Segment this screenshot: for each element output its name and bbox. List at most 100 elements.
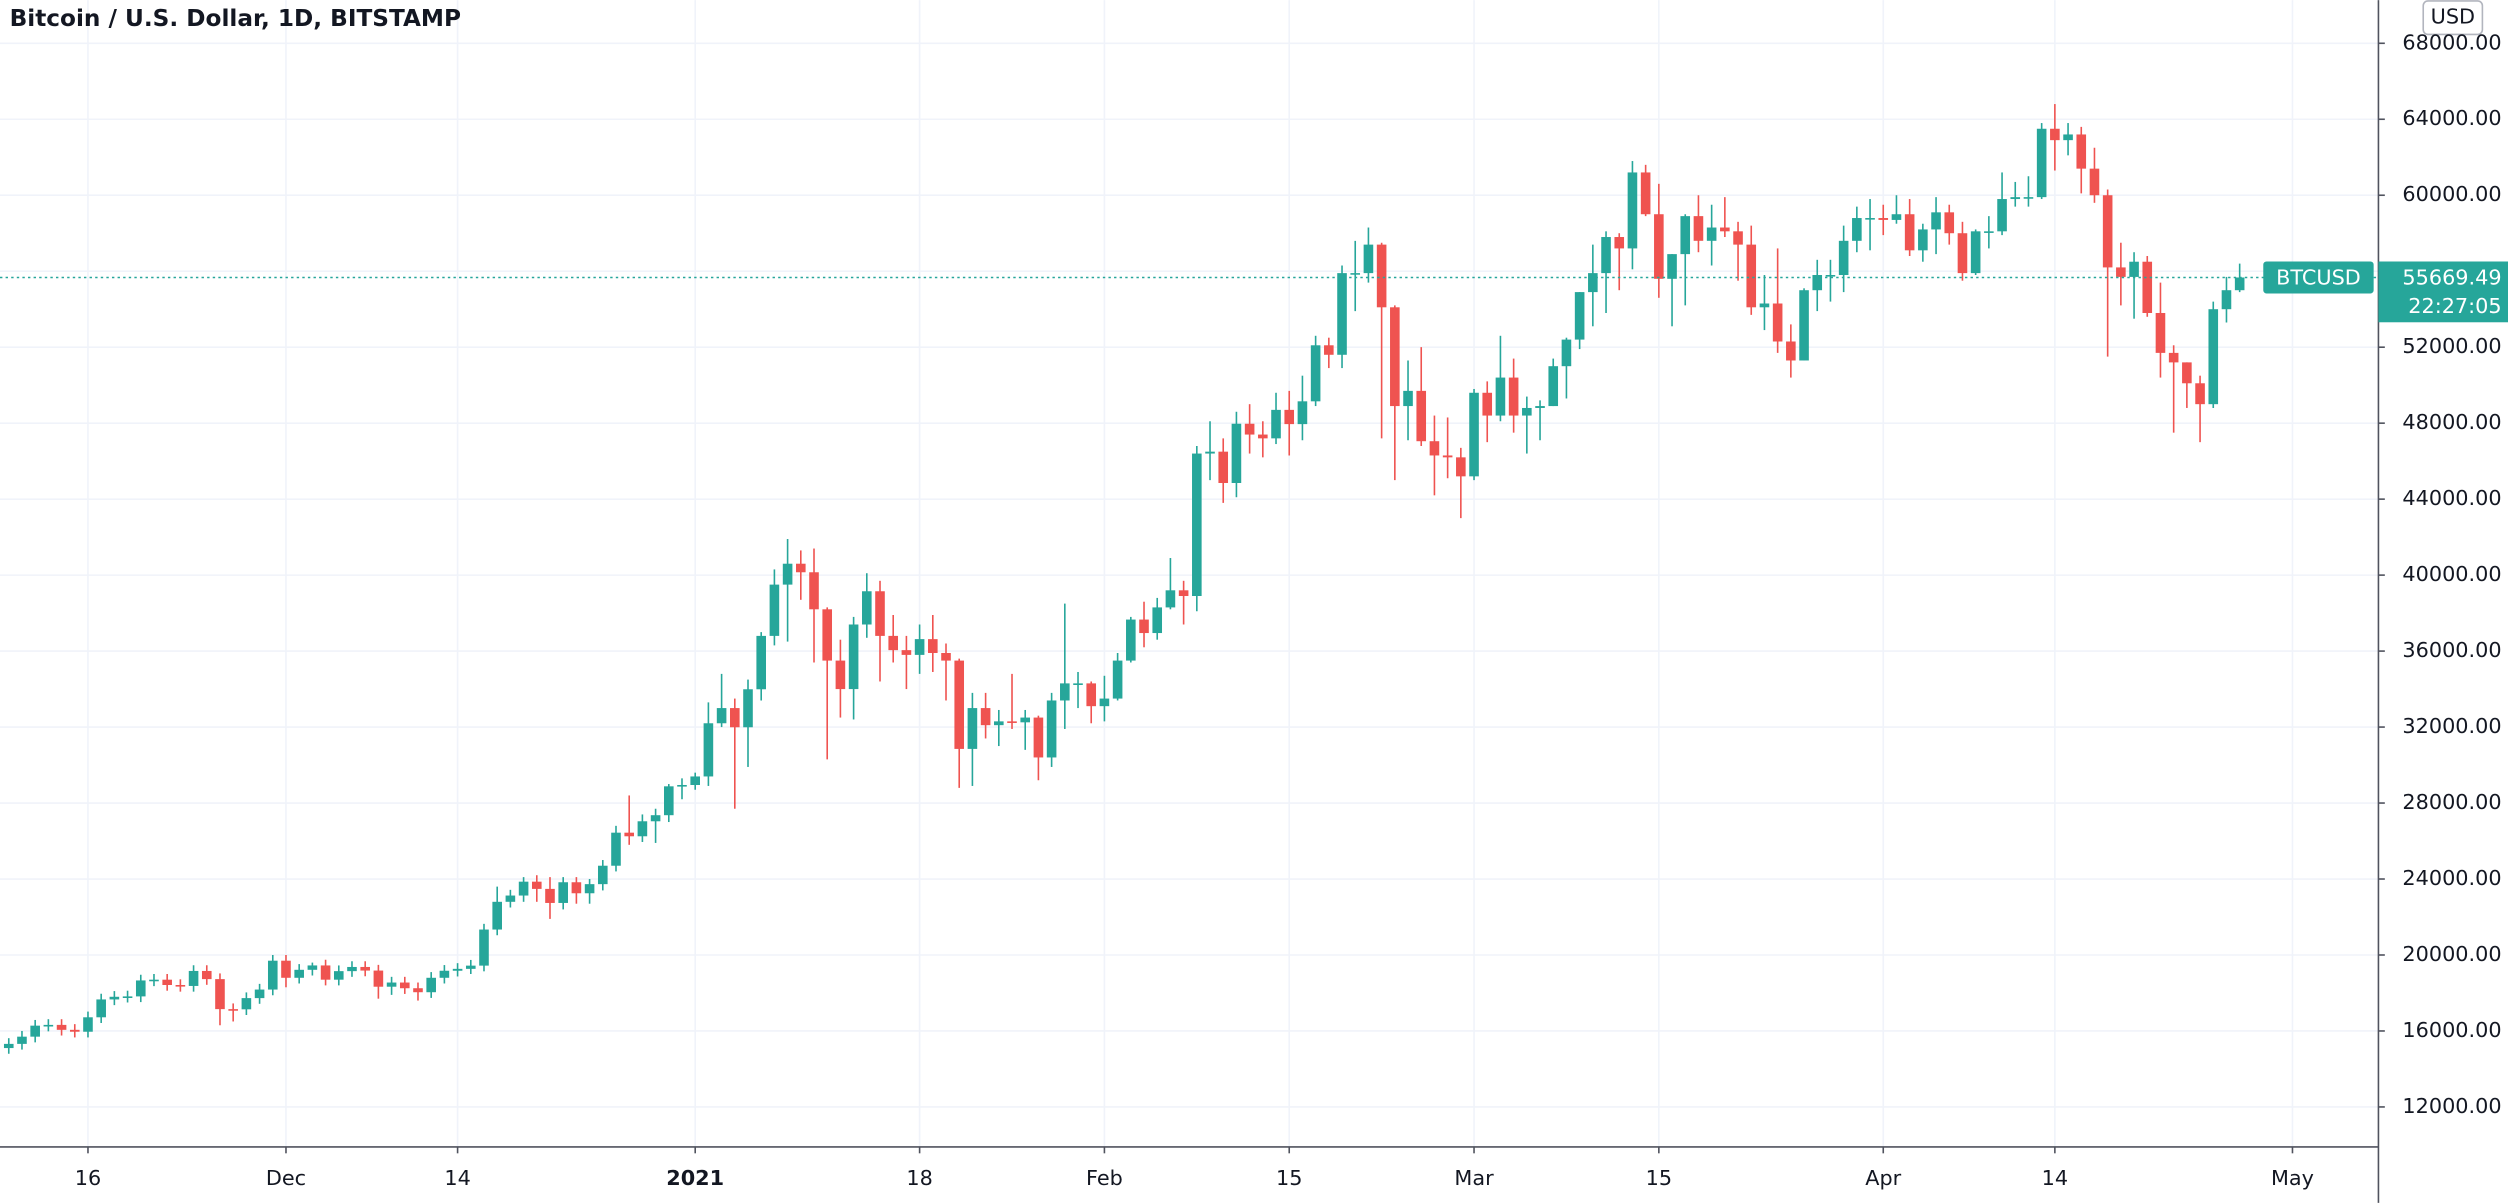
currency-label[interactable]: USD — [2431, 5, 2475, 29]
candle-body — [96, 999, 106, 1018]
candle-body — [2234, 277, 2245, 291]
candle-body — [2023, 197, 2034, 199]
candle-body — [1786, 341, 1796, 361]
candle-body — [888, 635, 899, 651]
candle-body — [1574, 292, 1585, 340]
candle-body — [2129, 261, 2139, 277]
candle-body — [56, 1024, 67, 1030]
candle-body — [1654, 214, 1664, 279]
candle-body — [2076, 134, 2087, 169]
candle-body — [941, 652, 951, 661]
y-tick-label: 16000.00 — [2402, 1018, 2501, 1042]
candle-body — [1456, 457, 1466, 477]
candle-body — [360, 966, 370, 971]
candle-body — [1865, 218, 1875, 220]
candle-body — [862, 591, 872, 625]
candle-body — [1984, 231, 1994, 233]
candle-body — [399, 982, 410, 989]
y-tick-label: 32000.00 — [2402, 714, 2501, 738]
currency-box[interactable] — [2422, 0, 2484, 36]
candle-body — [1799, 290, 1809, 361]
x-tick-label: 14 — [444, 1166, 470, 1190]
candle-body — [3, 1043, 14, 1049]
candle-body — [1852, 218, 1862, 241]
candle-body — [1891, 214, 1902, 220]
candle-body — [69, 1029, 80, 1032]
candle-body — [2102, 195, 2113, 268]
candle-body — [122, 996, 133, 998]
candle-body — [2116, 267, 2126, 277]
candle-body — [796, 563, 806, 573]
candle-body — [1878, 218, 1889, 220]
candle-body — [914, 639, 925, 655]
candle-body — [1442, 455, 1453, 458]
candle-body — [1297, 401, 1308, 425]
candle-body — [439, 970, 450, 978]
candle-body — [1838, 240, 1849, 276]
candle-body — [1046, 700, 1057, 758]
candle-body — [1548, 366, 1559, 407]
candle-body — [1746, 244, 1757, 308]
candle-body — [320, 965, 331, 980]
candle-body — [1720, 227, 1730, 232]
candle-body — [637, 821, 648, 837]
candle-body — [848, 624, 859, 690]
x-tick-label: 16 — [75, 1166, 101, 1190]
candle-body — [149, 979, 159, 982]
candle-body — [994, 721, 1004, 726]
candle-body — [2182, 362, 2192, 384]
candle-body — [2155, 312, 2166, 353]
candle-body — [307, 965, 318, 970]
candle-body — [2050, 128, 2060, 141]
candle-body — [597, 865, 608, 885]
candle-body — [109, 996, 120, 1000]
candle-body — [1310, 345, 1321, 402]
candle-body — [1165, 590, 1176, 608]
candle-body — [2089, 168, 2100, 196]
candle-body — [2221, 290, 2232, 310]
candle-body — [2036, 128, 2047, 198]
candle-body — [558, 882, 568, 903]
candle-body — [465, 965, 476, 969]
y-tick-label: 44000.00 — [2402, 486, 2501, 510]
axes — [0, 0, 2380, 1203]
candle-body — [1205, 451, 1215, 454]
candle-body — [1680, 216, 1691, 255]
candle-body — [1376, 244, 1387, 308]
candle-body — [611, 832, 621, 866]
candle-body — [716, 708, 727, 724]
x-tick-label: 14 — [2042, 1166, 2068, 1190]
candle-body — [1957, 233, 1968, 274]
candle-body — [43, 1024, 54, 1027]
candle-body — [1667, 254, 1677, 279]
candle-body — [135, 980, 146, 997]
candle-body — [1099, 698, 1110, 707]
candle-body — [1139, 619, 1149, 634]
candle-body — [386, 982, 397, 987]
candle-body — [347, 966, 357, 972]
candle-body — [1429, 441, 1440, 456]
candle-body — [281, 960, 291, 978]
candle-body — [730, 708, 740, 728]
candle-body — [571, 882, 582, 894]
candle-body — [1970, 231, 1981, 274]
candle-body — [743, 689, 753, 728]
x-tick-label: May — [2271, 1166, 2314, 1190]
candle-body — [1733, 231, 1743, 245]
candle-body — [2168, 352, 2179, 363]
candle-body — [30, 1025, 40, 1037]
y-tick-label: 40000.00 — [2402, 562, 2501, 586]
y-tick-label: 28000.00 — [2402, 790, 2501, 814]
candle-body — [980, 708, 991, 726]
candle-body — [2063, 134, 2073, 141]
candle-body — [624, 832, 634, 837]
y-tick-label: 48000.00 — [2402, 410, 2501, 434]
candle-body — [1271, 409, 1281, 439]
candle-body — [1812, 275, 1823, 291]
x-tick-label: 15 — [1646, 1166, 1672, 1190]
candle-body — [1403, 390, 1413, 407]
candle-body — [1060, 683, 1070, 701]
candle-body — [822, 609, 833, 661]
candle-body — [1904, 214, 1915, 251]
